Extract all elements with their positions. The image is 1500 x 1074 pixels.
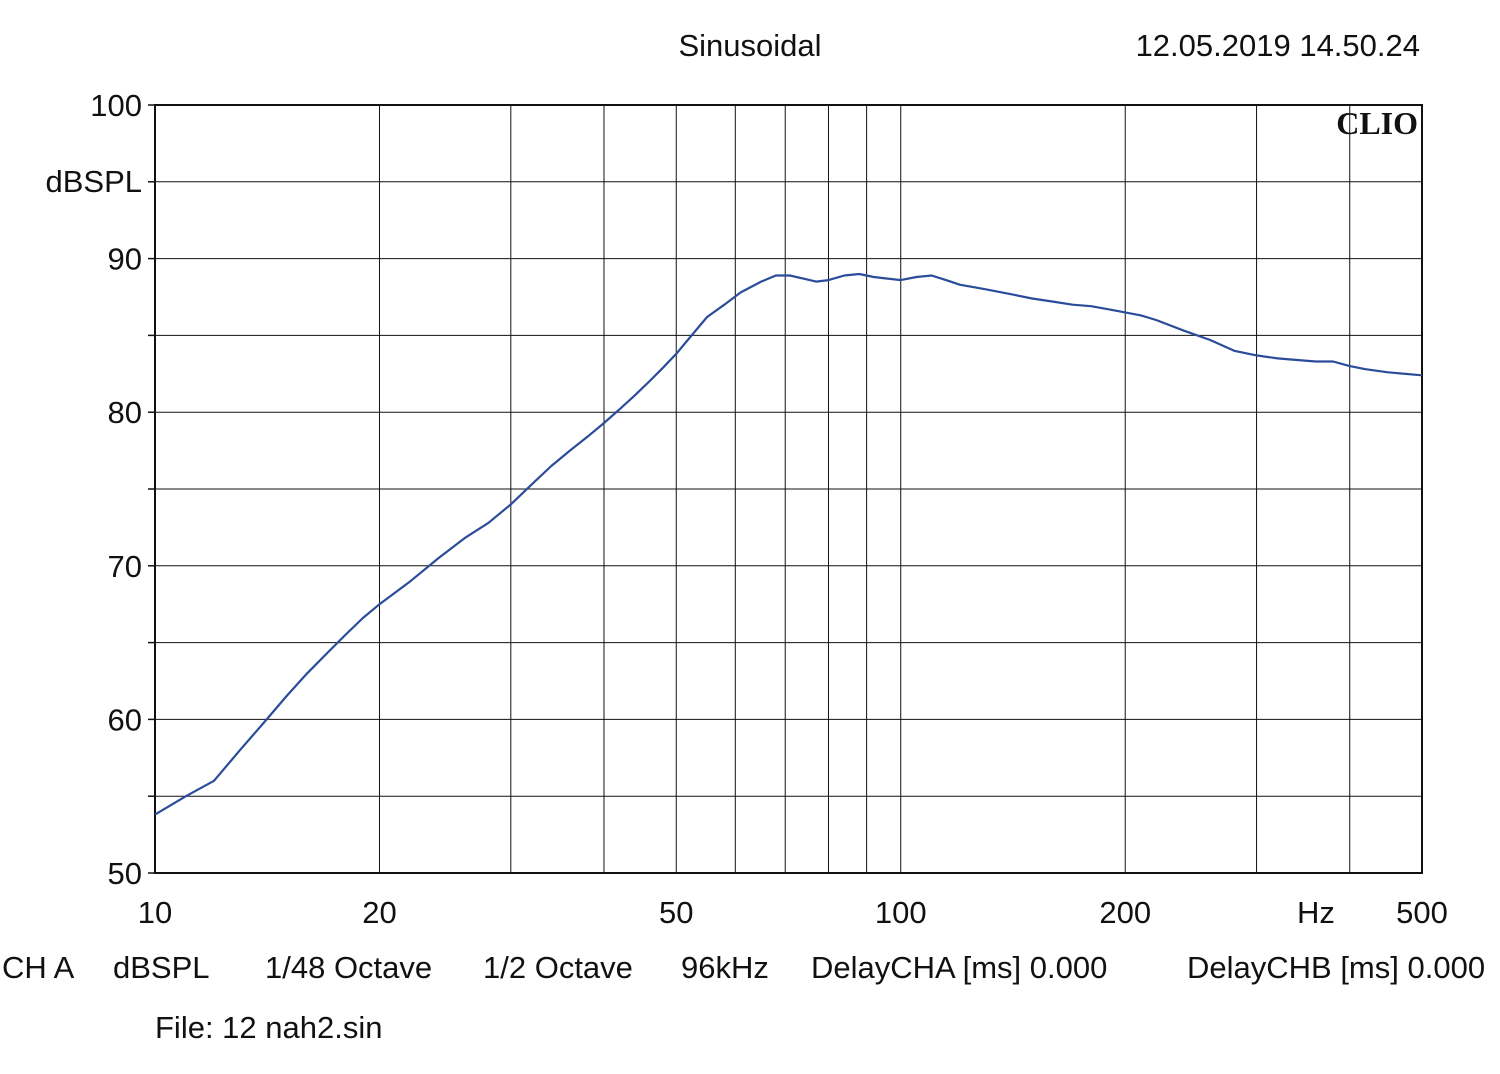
grid-lines [148, 104, 1422, 874]
plot-frame [154, 104, 1423, 874]
x-tick-label: 20 [362, 895, 396, 930]
delay-cha-label: DelayCHA [ms] 0.000 [811, 950, 1108, 985]
unit-label: dBSPL [113, 950, 210, 985]
y-tick-labels: 100 90 80 70 60 50 [90, 88, 142, 891]
y-tick-label: 70 [108, 549, 142, 584]
measurement-info-bar: CH A dBSPL 1/48 Octave 1/2 Octave 96kHz … [0, 950, 1500, 994]
resolution-label: 1/2 Octave [483, 950, 633, 985]
y-tick-label: 60 [108, 702, 142, 737]
x-tick-label: 50 [659, 895, 693, 930]
frequency-response-chart: 10 20 50 100 200 500 100 90 80 70 60 50 Sinusoidal… [45, 28, 1448, 930]
y-tick-label: 90 [108, 242, 142, 277]
smoothing-label: 1/48 Octave [265, 950, 433, 985]
file-name-label: File: 12 nah2.sin [155, 1010, 383, 1045]
y-tick-label: 100 [90, 88, 142, 123]
x-tick-label: 100 [875, 895, 927, 930]
chart-title: Sinusoidal [678, 28, 821, 63]
clio-logo: CLIO [1336, 105, 1418, 141]
delay-chb-label: DelayCHB [ms] 0.000 [1187, 950, 1486, 985]
y-axis-label: dBSPL [45, 164, 142, 199]
x-tick-label: 10 [138, 895, 172, 930]
timestamp: 12.05.2019 14.50.24 [1136, 28, 1420, 63]
x-axis-unit-label: Hz [1297, 895, 1335, 930]
y-tick-label: 50 [108, 856, 142, 891]
y-tick-label: 80 [108, 395, 142, 430]
channel-label: CH A [2, 950, 75, 985]
series-line [154, 272, 1423, 816]
x-tick-label: 500 [1396, 895, 1448, 930]
x-tick-label: 200 [1099, 895, 1151, 930]
sample-rate-label: 96kHz [681, 950, 769, 985]
x-tick-labels: 10 20 50 100 200 500 [138, 895, 1448, 930]
